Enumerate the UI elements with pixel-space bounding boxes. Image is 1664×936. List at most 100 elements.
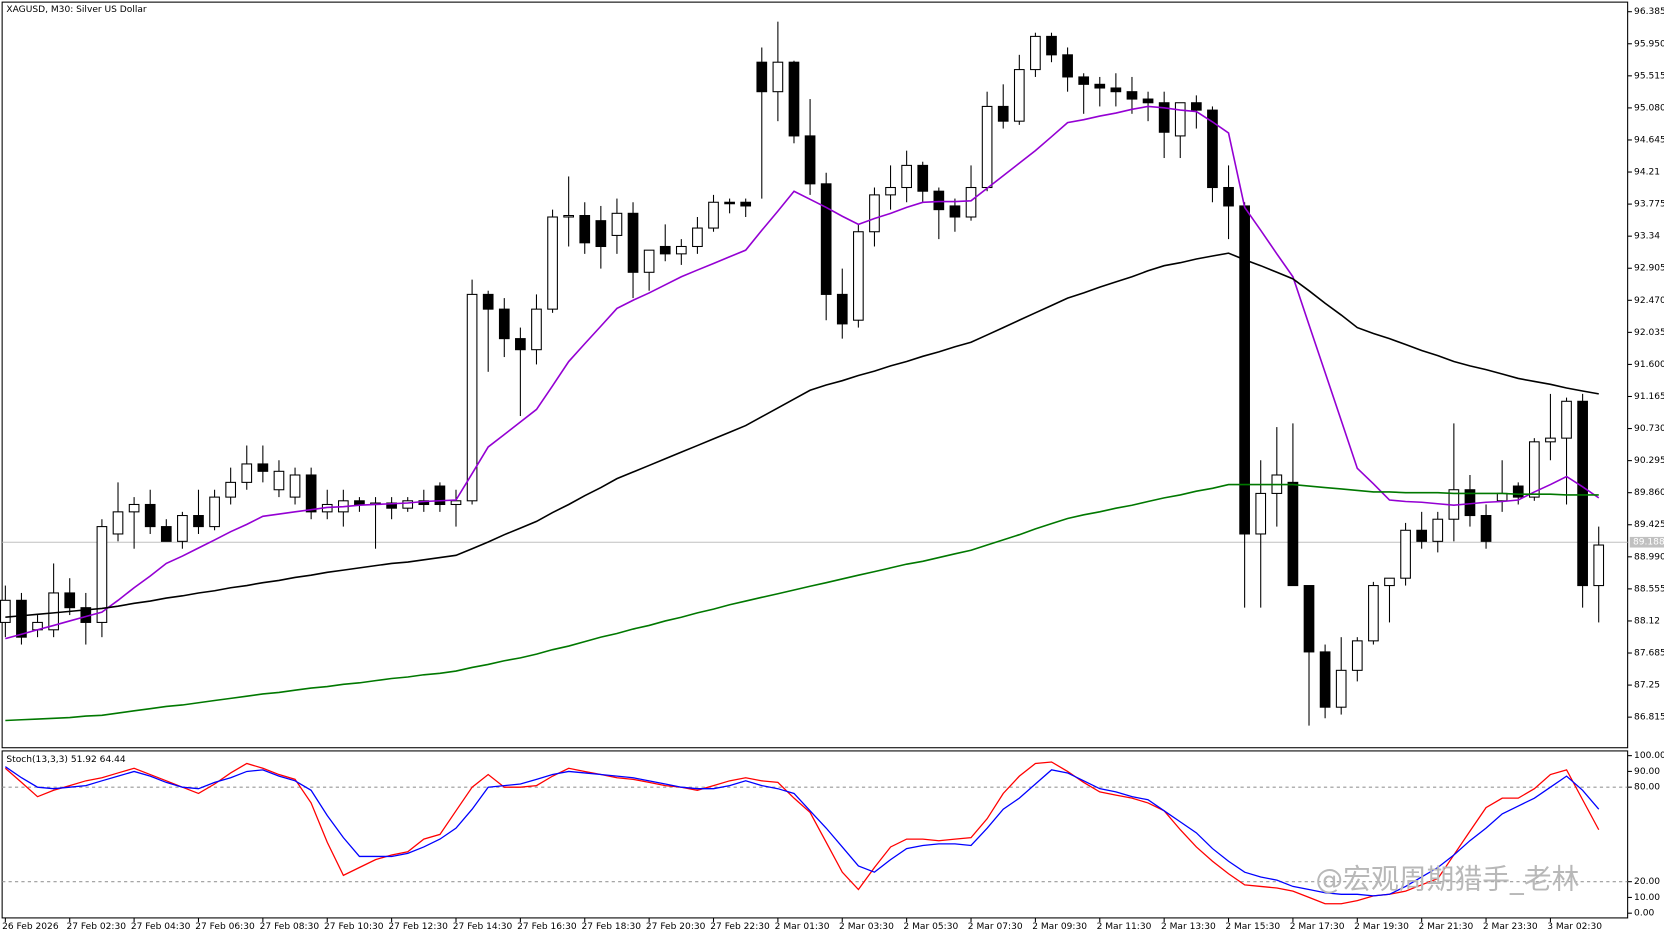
x-tick-label: 2 Mar 01:30 [775, 922, 830, 932]
y-tick-label: 92.905 [1634, 264, 1664, 274]
x-tick-label: 27 Feb 08:30 [260, 922, 320, 932]
y-tick-label: 88.12 [1634, 616, 1660, 626]
candle-body-down [933, 190, 945, 211]
watermark: @宏观周期猎手_老林 [1315, 863, 1579, 896]
candle-body-down [1158, 102, 1170, 133]
x-tick-label: 27 Feb 10:30 [324, 922, 384, 932]
candle-body-up [241, 463, 253, 483]
candle-body-up [901, 164, 912, 189]
candle-body-down [354, 500, 365, 506]
candle-body-up [1351, 640, 1363, 671]
y-tick-label: 88.990 [1634, 552, 1664, 562]
y-tick-label: 86.815 [1634, 713, 1664, 723]
indicator-line [5, 105, 1600, 640]
candle-body-up [1368, 585, 1379, 642]
candle-body-up [112, 511, 124, 535]
last-price-box [1629, 536, 1664, 548]
y-tick-label: 95.950 [1634, 39, 1664, 49]
candle-body-down [16, 599, 27, 638]
candle-body-up [273, 470, 285, 491]
candle-body-down [1480, 515, 1492, 542]
y-tick-label: 0.00 [1634, 909, 1654, 919]
last-price-label: 89.188 [1633, 538, 1664, 548]
candle-body-up [128, 503, 140, 513]
y-tick-label: 91.600 [1634, 360, 1664, 370]
y-tick-label: 89.425 [1634, 520, 1664, 530]
candle-body-down [1207, 109, 1218, 189]
x-tick-label: 27 Feb 20:30 [646, 922, 706, 932]
candle-body-up [1528, 441, 1540, 498]
y-tick-label: 87.25 [1634, 681, 1660, 691]
y-tick-label: 87.685 [1634, 649, 1664, 659]
x-tick-label: 26 Feb 2026 [2, 922, 59, 932]
y-tick-label: 96.385 [1634, 7, 1664, 17]
candle-body-down [627, 212, 639, 273]
x-tick-label: 2 Mar 03:30 [839, 922, 894, 932]
candle-body-up [466, 293, 478, 502]
candle-body-up [48, 592, 59, 631]
candle-body-up [177, 515, 188, 542]
candle-body-up [853, 231, 864, 321]
x-tick-label: 2 Mar 09:30 [1032, 922, 1087, 932]
x-tick-label: 2 Mar 13:30 [1161, 922, 1216, 932]
candle-body-up [708, 201, 719, 229]
candle-body-down [434, 485, 446, 506]
candle-body-up [869, 194, 880, 233]
candle-body-up [1432, 518, 1444, 542]
y-tick-label: 80.00 [1634, 783, 1660, 793]
candle-body-up [965, 186, 977, 218]
candle-body-down [756, 61, 768, 93]
x-tick-label: 2 Mar 11:30 [1097, 922, 1152, 932]
candle-body-down [820, 183, 832, 295]
candle-body-down [160, 526, 172, 542]
x-tick-label: 27 Feb 22:30 [710, 922, 770, 932]
candle-body-down [836, 293, 848, 325]
x-tick-label: 2 Mar 23:30 [1483, 922, 1538, 932]
y-tick-label: 90.730 [1634, 424, 1664, 434]
candle-body-up [547, 216, 558, 310]
indicator-line [5, 483, 1599, 722]
candle-body-down [1191, 102, 1202, 111]
candle-body-down [1126, 91, 1138, 100]
candle-body-down [1046, 35, 1057, 56]
candle-body-up [1030, 35, 1041, 71]
x-tick-label: 27 Feb 18:30 [582, 922, 642, 932]
candle-body-up [675, 245, 687, 255]
candle-body-down [595, 220, 607, 248]
x-tick-label: 2 Mar 21:30 [1418, 922, 1473, 932]
candle-body-down [1062, 54, 1073, 78]
y-tick-label: 90.00 [1634, 767, 1660, 777]
candle-body-down [1223, 186, 1234, 207]
indicator-line [4, 761, 1600, 905]
candle-body-down [659, 245, 671, 255]
y-tick-label: 100.00 [1634, 751, 1664, 761]
candle-body-down [1577, 400, 1588, 587]
x-tick-label: 2 Mar 15:30 [1225, 922, 1280, 932]
y-tick-label: 91.165 [1634, 392, 1664, 402]
candle-body-down [1303, 585, 1315, 653]
candle-body-up [772, 61, 784, 93]
candle-body-down [257, 463, 269, 472]
candle-body-up [1545, 437, 1556, 443]
candle-body-down [724, 201, 735, 205]
x-tick-label: 27 Feb 14:30 [453, 922, 513, 932]
candle-body-up [289, 474, 301, 498]
y-tick-label: 94.21 [1634, 168, 1660, 178]
candle-body-down [788, 61, 800, 137]
y-tick-label: 88.555 [1634, 584, 1664, 594]
candle-body-up [450, 500, 462, 506]
candle-body-down [1110, 87, 1122, 93]
candle-body-down [1416, 529, 1428, 542]
candle-body-up [1174, 102, 1186, 137]
stoch-panel [1, 750, 1629, 919]
x-tick-label: 27 Feb 16:30 [517, 922, 577, 932]
candle-body-up [225, 481, 237, 498]
candle-body-down [740, 201, 752, 207]
candle-body-up [1400, 529, 1411, 579]
x-tick-label: 27 Feb 12:30 [388, 922, 448, 932]
candle-body-up [563, 214, 575, 218]
y-tick-label: 94.645 [1634, 135, 1664, 145]
main-panel [1, 1, 1629, 749]
